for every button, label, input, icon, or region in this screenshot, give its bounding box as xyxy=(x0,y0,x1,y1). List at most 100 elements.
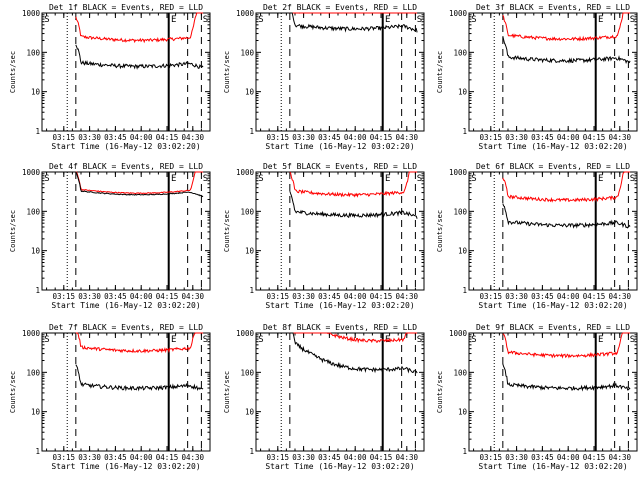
panel-9: Det 9f BLACK = Events, RED = LLD11010010… xyxy=(436,323,637,471)
x-tick-label: 04:30 xyxy=(396,453,419,462)
x-tick-label: 04:15 xyxy=(583,453,606,462)
x-tick-label: 03:15 xyxy=(479,133,502,142)
marker-letter: S xyxy=(417,174,422,184)
x-tick-label: 03:15 xyxy=(479,453,502,462)
y-tick-label: 100 xyxy=(240,48,254,57)
events-series-line xyxy=(503,364,630,390)
panel-title: Det 5f BLACK = Events, RED = LLD xyxy=(263,162,417,171)
panel-title: Det 3f BLACK = Events, RED = LLD xyxy=(476,3,630,12)
marker-letter: E xyxy=(385,174,390,184)
y-tick-label: 1000 xyxy=(449,168,468,177)
y-tick-label: 100 xyxy=(240,207,254,216)
panel-title: Det 7f BLACK = Events, RED = LLD xyxy=(49,323,203,332)
lld-series-line xyxy=(76,13,203,42)
marker-letter: S xyxy=(44,174,49,184)
y-tick-label: 10 xyxy=(245,88,255,97)
marker-letter: S xyxy=(417,15,422,25)
panel-3: Det 3f BLACK = Events, RED = LLD11010010… xyxy=(436,3,637,151)
events-series-line xyxy=(290,13,417,32)
x-tick-label: 03:30 xyxy=(78,453,101,462)
y-axis-label: Counts/sec xyxy=(9,210,17,252)
x-axis-label: Start Time (16-May-12 03:02:20) xyxy=(265,142,414,151)
y-tick-label: 1000 xyxy=(236,329,255,338)
x-axis-label: Start Time (16-May-12 03:02:20) xyxy=(51,301,200,310)
panel-frame xyxy=(469,13,637,131)
marker-letter: S xyxy=(471,15,476,25)
x-tick-label: 03:15 xyxy=(266,292,289,301)
lld-series-line xyxy=(503,13,630,40)
y-tick-label: 10 xyxy=(31,88,41,97)
x-tick-label: 03:30 xyxy=(292,453,315,462)
panel-title: Det 1f BLACK = Events, RED = LLD xyxy=(49,3,203,12)
panel-8: Det 8f BLACK = Events, RED = LLD11010010… xyxy=(223,323,424,471)
x-axis-label: Start Time (16-May-12 03:02:20) xyxy=(478,301,627,310)
y-axis-label: Counts/sec xyxy=(436,210,444,252)
x-tick-label: 04:00 xyxy=(130,453,153,462)
events-series-line xyxy=(503,204,630,228)
x-tick-label: 03:45 xyxy=(104,453,127,462)
x-tick-label: 04:30 xyxy=(396,292,419,301)
x-tick-label: 03:30 xyxy=(505,133,528,142)
x-tick-label: 04:30 xyxy=(182,133,205,142)
marker-letter: E xyxy=(385,15,390,25)
panel-title: Det 2f BLACK = Events, RED = LLD xyxy=(263,3,417,12)
panel-title: Det 9f BLACK = Events, RED = LLD xyxy=(476,323,630,332)
x-axis-label: Start Time (16-May-12 03:02:20) xyxy=(51,462,200,471)
lld-series-line xyxy=(76,333,203,352)
x-tick-label: 03:15 xyxy=(52,292,75,301)
marker-letter: S xyxy=(417,335,422,345)
panel-7: Det 7f BLACK = Events, RED = LLD11010010… xyxy=(9,323,210,471)
y-tick-label: 1000 xyxy=(449,9,468,18)
y-tick-label: 1 xyxy=(35,286,40,295)
x-tick-label: 03:30 xyxy=(78,133,101,142)
marker-letter: E xyxy=(598,15,603,25)
x-tick-label: 04:00 xyxy=(557,453,580,462)
y-tick-label: 100 xyxy=(453,207,467,216)
panel-frame xyxy=(42,172,210,290)
x-tick-label: 04:30 xyxy=(609,133,632,142)
marker-letter: E xyxy=(598,174,603,184)
y-tick-label: 1 xyxy=(249,127,254,136)
x-tick-label: 04:00 xyxy=(344,292,367,301)
x-tick-label: 03:45 xyxy=(531,133,554,142)
panel-title: Det 6f BLACK = Events, RED = LLD xyxy=(476,162,630,171)
y-tick-label: 100 xyxy=(240,368,254,377)
x-tick-label: 04:15 xyxy=(583,292,606,301)
x-axis-label: Start Time (16-May-12 03:02:20) xyxy=(51,142,200,151)
marker-letter: S xyxy=(630,15,635,25)
marker-letter: S xyxy=(203,174,208,184)
panel-4: Det 4f BLACK = Events, RED = LLD11010010… xyxy=(9,162,210,310)
y-axis-label: Counts/sec xyxy=(9,371,17,413)
x-tick-label: 04:30 xyxy=(182,453,205,462)
panel-1: Det 1f BLACK = Events, RED = LLD11010010… xyxy=(9,3,210,151)
x-tick-label: 03:45 xyxy=(531,292,554,301)
panel-6: Det 6f BLACK = Events, RED = LLD11010010… xyxy=(436,162,637,310)
marker-letter: S xyxy=(630,174,635,184)
x-tick-label: 03:45 xyxy=(318,133,341,142)
events-series-line xyxy=(76,365,203,390)
marker-letter: S xyxy=(203,15,208,25)
x-tick-label: 03:45 xyxy=(531,453,554,462)
x-tick-label: 03:15 xyxy=(266,453,289,462)
lld-series-line xyxy=(76,172,203,194)
x-tick-label: 04:15 xyxy=(156,133,179,142)
y-tick-label: 1000 xyxy=(449,329,468,338)
y-tick-label: 10 xyxy=(458,88,468,97)
y-tick-label: 10 xyxy=(245,408,255,417)
x-tick-label: 04:00 xyxy=(130,292,153,301)
x-axis-label: Start Time (16-May-12 03:02:20) xyxy=(265,462,414,471)
panel-frame xyxy=(42,13,210,131)
x-tick-label: 03:30 xyxy=(292,133,315,142)
panel-frame xyxy=(469,172,637,290)
x-tick-label: 04:15 xyxy=(370,133,393,142)
y-axis-label: Counts/sec xyxy=(223,210,231,252)
x-tick-label: 04:00 xyxy=(557,292,580,301)
x-tick-label: 03:30 xyxy=(78,292,101,301)
panel-2: Det 2f BLACK = Events, RED = LLD11010010… xyxy=(223,3,424,151)
y-tick-label: 1000 xyxy=(22,168,41,177)
x-tick-label: 04:15 xyxy=(370,453,393,462)
x-tick-label: 04:00 xyxy=(344,133,367,142)
x-tick-label: 03:45 xyxy=(318,292,341,301)
marker-letter: S xyxy=(44,15,49,25)
y-tick-label: 10 xyxy=(458,247,468,256)
